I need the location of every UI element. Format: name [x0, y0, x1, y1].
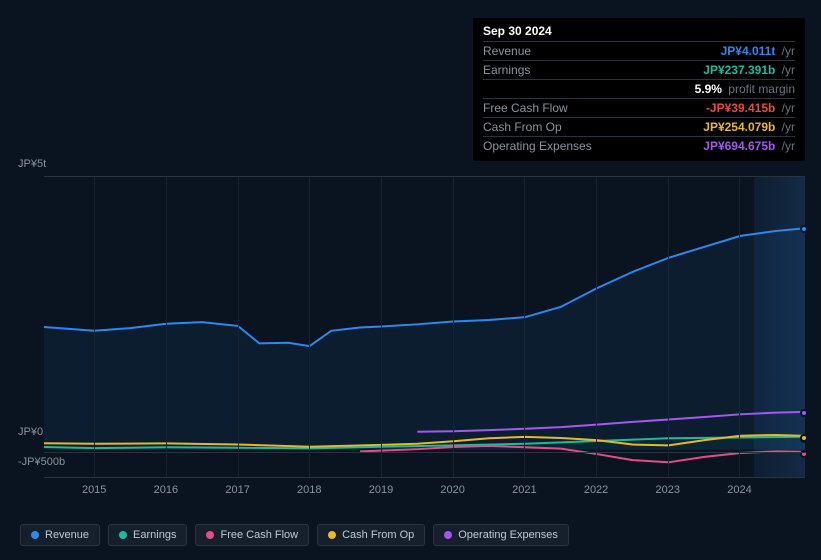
legend-label: Revenue [45, 529, 89, 541]
series-end-marker [800, 225, 808, 233]
tooltip-row: Free Cash Flow -JP¥39.415b /yr [483, 98, 795, 117]
legend-dot [31, 531, 39, 539]
y-zero-label: JP¥0 [18, 426, 43, 438]
tooltip-row: Earnings JP¥237.391b /yr [483, 60, 795, 79]
series-end-marker [800, 409, 808, 417]
chart-plot-area[interactable] [44, 176, 805, 478]
tooltip-row: Cash From Op JP¥254.079b /yr [483, 117, 795, 136]
legend-dot [328, 531, 336, 539]
legend-item-cash-from-op[interactable]: Cash From Op [317, 524, 425, 546]
tooltip-row-label: Earnings [483, 63, 530, 77]
x-year-label: 2016 [154, 484, 178, 496]
x-axis-labels: 2015 2016 2017 2018 2019 2020 2021 2022 2023 2024 [44, 484, 805, 504]
tooltip-date: Sep 30 2024 [483, 24, 795, 38]
legend-label: Free Cash Flow [220, 529, 298, 541]
tooltip-row-value: -JP¥39.415b /yr [706, 101, 795, 115]
legend-item-operating-expenses[interactable]: Operating Expenses [433, 524, 569, 546]
x-year-label: 2020 [440, 484, 464, 496]
tooltip-row: Operating Expenses JP¥694.675b /yr [483, 136, 795, 155]
tooltip-row-label: Operating Expenses [483, 139, 592, 153]
financial-chart: JP¥5t JP¥0 -JP¥500b 20152016201720182019… [18, 158, 805, 498]
x-year-label: 2015 [82, 484, 106, 496]
x-year-label: 2024 [727, 484, 751, 496]
legend-item-free-cash-flow[interactable]: Free Cash Flow [195, 524, 309, 546]
tooltip-rows: Revenue JP¥4.011t /yr Earnings JP¥237.391b … [483, 41, 795, 155]
tooltip-row-value: JP¥237.391b /yr [703, 63, 795, 77]
legend-dot [206, 531, 214, 539]
x-year-label: 2021 [512, 484, 536, 496]
tooltip-row-value: JP¥254.079b /yr [703, 120, 795, 134]
legend-label: Cash From Op [342, 529, 414, 541]
legend-dot [119, 531, 127, 539]
legend-dot [444, 531, 452, 539]
legend: Revenue Earnings Free Cash Flow Cash From O… [20, 524, 569, 546]
x-year-label: 2023 [656, 484, 680, 496]
tooltip-row-label: Free Cash Flow [483, 101, 568, 115]
series-end-marker [800, 434, 808, 442]
y-max-label: JP¥5t [18, 158, 46, 170]
tooltip-row: Revenue JP¥4.011t /yr [483, 41, 795, 60]
tooltip-row-value: JP¥4.011t /yr [721, 44, 795, 58]
tooltip-row-value: 5.9% profit margin [695, 82, 795, 96]
x-year-label: 2017 [225, 484, 249, 496]
tooltip-row-label: Cash From Op [483, 120, 562, 134]
tooltip-row: 5.9% profit margin [483, 79, 795, 98]
legend-label: Earnings [133, 529, 176, 541]
chart-lines [44, 177, 805, 477]
x-year-label: 2018 [297, 484, 321, 496]
tooltip-row-label: Revenue [483, 44, 531, 58]
x-year-label: 2019 [369, 484, 393, 496]
legend-label: Operating Expenses [458, 529, 558, 541]
tooltip: Sep 30 2024 Revenue JP¥4.011t /yr Earnings… [473, 18, 805, 161]
legend-item-earnings[interactable]: Earnings [108, 524, 187, 546]
tooltip-row-value: JP¥694.675b /yr [703, 139, 795, 153]
legend-item-revenue[interactable]: Revenue [20, 524, 100, 546]
x-year-label: 2022 [584, 484, 608, 496]
